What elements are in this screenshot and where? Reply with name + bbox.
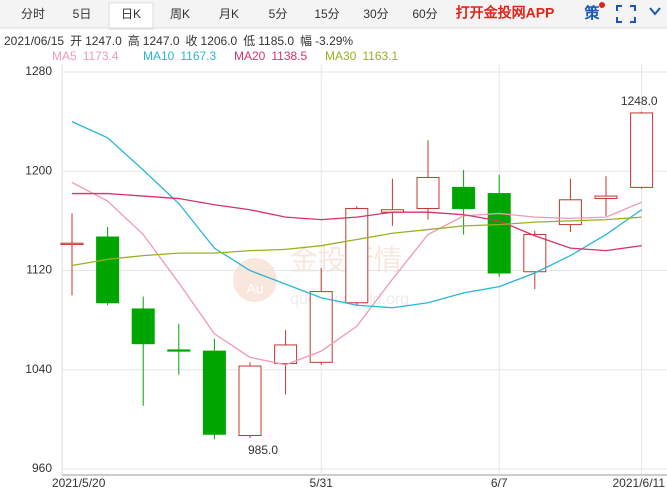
info-label: 高 — [128, 33, 140, 48]
legend-name: MA10 — [143, 49, 175, 63]
candle-body — [452, 186, 476, 209]
info-value: 1247.0 — [85, 34, 122, 48]
badge-dot — [599, 2, 605, 8]
y-tick-label: 1280 — [25, 64, 52, 78]
info-value: -3.29% — [315, 34, 353, 48]
watermark-logo — [233, 258, 277, 302]
x-tick-label: 2021/6/11 — [613, 476, 666, 490]
collapse-icon[interactable] — [649, 7, 661, 16]
ma-line — [71, 121, 642, 309]
info-label: 收 — [186, 34, 198, 48]
ma-line — [71, 181, 642, 366]
tab[interactable]: 分时 — [21, 7, 45, 21]
tab[interactable]: 30分 — [363, 7, 388, 21]
candle-body — [238, 365, 262, 437]
tab[interactable]: 5分 — [269, 7, 288, 21]
candle-body — [60, 242, 84, 245]
info-label: 幅 — [300, 33, 312, 48]
x-tick-label: 6/7 — [491, 476, 508, 490]
candle-body — [96, 236, 120, 304]
legend-value: 1173.4 — [83, 49, 119, 63]
ma-line — [71, 216, 642, 267]
fullscreen-icon[interactable] — [616, 5, 636, 23]
candle-body — [345, 207, 369, 304]
active-tab — [108, 2, 154, 30]
tab[interactable]: 月K — [219, 7, 239, 21]
legend-name: MA20 — [234, 49, 266, 63]
tab[interactable]: 周K — [170, 7, 190, 21]
tab[interactable]: 5日 — [73, 7, 92, 21]
x-tick-label: 2021/5/20 — [52, 476, 106, 490]
y-tick-label: 1040 — [25, 362, 52, 376]
legend-name: MA30 — [325, 49, 357, 63]
info-date: 2021/06/15 — [4, 34, 64, 48]
info-value: 1247.0 — [143, 34, 180, 48]
y-tick-label: 1120 — [26, 263, 52, 277]
legend-value: 1138.5 — [271, 49, 307, 63]
extreme-label: 985.0 — [248, 443, 278, 457]
extreme-label: 1248.0 — [621, 94, 658, 108]
y-tick-label: 1200 — [25, 163, 52, 177]
strategy-button[interactable]: 策 — [583, 4, 600, 22]
legend-value: 1163.1 — [362, 49, 398, 63]
y-tick-label: 960 — [32, 461, 52, 475]
watermark-logo-text: Au — [246, 281, 263, 297]
info-label: 开 — [70, 34, 82, 48]
app-link[interactable]: 打开金投网APP — [456, 5, 555, 21]
x-tick-label: 5/31 — [310, 476, 334, 490]
candle-body — [309, 291, 333, 363]
info-value: 1206.0 — [201, 34, 238, 48]
candle-body — [274, 344, 298, 365]
candle-body — [416, 176, 440, 209]
candle-body — [131, 308, 155, 345]
candle-body — [630, 112, 654, 188]
info-label: 低 — [243, 34, 255, 48]
candle-body — [167, 349, 191, 352]
tab[interactable]: 60分 — [412, 7, 437, 21]
tab[interactable]: 日K — [121, 7, 141, 21]
candle-body — [202, 350, 226, 435]
tab[interactable]: 15分 — [314, 7, 339, 21]
ma-line — [72, 192, 642, 252]
candle-body — [594, 195, 618, 200]
legend-value: 1167.3 — [180, 49, 216, 63]
info-value: 1185.0 — [258, 34, 294, 48]
candle-body — [523, 234, 547, 273]
legend-name: MA5 — [52, 49, 77, 63]
candle-body — [487, 193, 511, 274]
